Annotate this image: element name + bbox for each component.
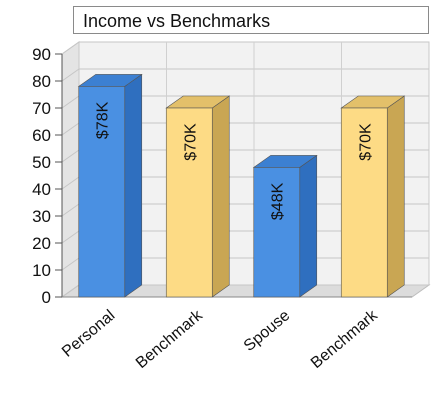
bars: $78K $70K $48K $70K xyxy=(77,73,406,298)
y-tick-label: 50 xyxy=(32,153,51,172)
bar: $70K xyxy=(165,95,231,298)
y-tick-label: 20 xyxy=(32,234,51,253)
y-tick-label: 60 xyxy=(32,126,51,145)
bar-value-label: $70K xyxy=(357,123,374,161)
y-tick-label: 10 xyxy=(32,261,51,280)
bar-side xyxy=(211,95,230,298)
y-tick-label: 90 xyxy=(32,45,51,64)
y-tick-label: 30 xyxy=(32,207,51,226)
bar-front xyxy=(253,167,301,298)
grid-line-h xyxy=(61,68,429,82)
bar: $78K xyxy=(77,73,143,298)
chart-title-box: Income vs Benchmarks xyxy=(73,6,429,34)
bar-side xyxy=(299,154,318,298)
bar-side xyxy=(124,73,143,298)
bar-front xyxy=(78,86,126,298)
x-category-label: Personal xyxy=(59,307,118,361)
bar: $48K xyxy=(252,154,318,298)
bar-side xyxy=(386,95,405,298)
x-category-label: Benchmark xyxy=(133,306,207,372)
bar-value-label: $78K xyxy=(95,101,112,139)
x-category-label: Spouse xyxy=(241,307,294,355)
y-tick-label: 0 xyxy=(42,288,51,307)
x-axis-labels: Personal Benchmark Spouse Benchmark xyxy=(59,306,382,372)
y-tick-label: 70 xyxy=(32,99,51,118)
bar-value-label: $70K xyxy=(182,123,199,161)
grid-line-h xyxy=(61,41,429,55)
y-tick-label: 40 xyxy=(32,180,51,199)
bar: $70K xyxy=(340,95,406,298)
bar-front xyxy=(165,107,213,298)
bar-value-label: $48K xyxy=(270,182,287,220)
side-wall xyxy=(61,41,80,298)
chart-title: Income vs Benchmarks xyxy=(83,11,271,31)
x-category-label: Benchmark xyxy=(308,306,382,372)
bar-front xyxy=(340,107,388,298)
y-tick-label: 80 xyxy=(32,72,51,91)
